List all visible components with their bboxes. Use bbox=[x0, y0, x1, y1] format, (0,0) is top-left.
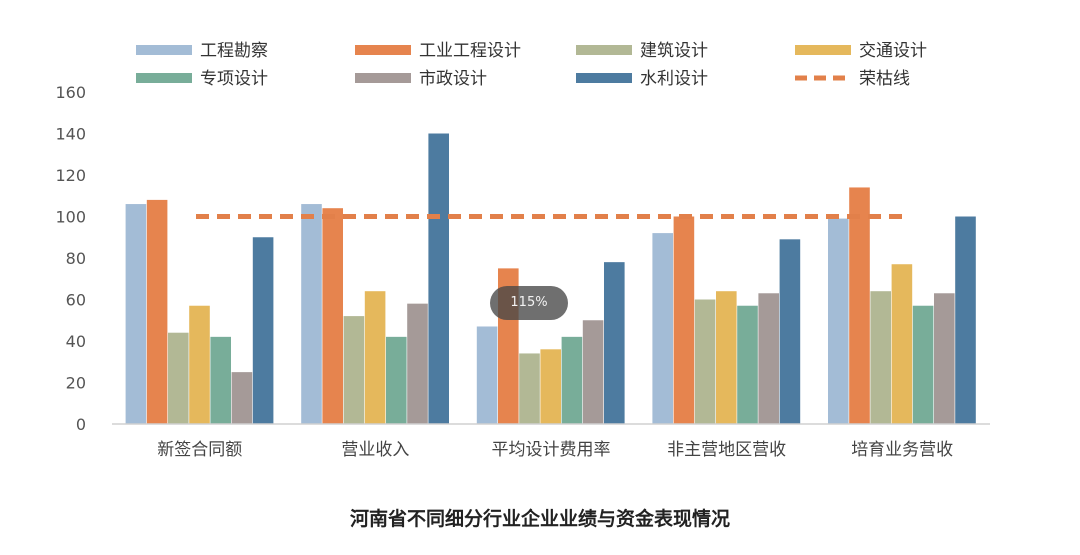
legend-label: 工程勘察 bbox=[200, 41, 268, 61]
legend-swatch bbox=[136, 45, 192, 55]
bars bbox=[125, 133, 976, 425]
legend-label: 建筑设计 bbox=[640, 41, 708, 61]
bar-5-2 bbox=[386, 336, 407, 424]
bar-4-5 bbox=[891, 264, 913, 424]
legend-swatch bbox=[355, 73, 411, 83]
bar-7-4 bbox=[779, 239, 801, 424]
y-tick-label: 120 bbox=[55, 166, 86, 185]
legend-swatch bbox=[795, 45, 851, 55]
legend-swatch bbox=[576, 73, 632, 83]
legend-label: 专项设计 bbox=[200, 69, 268, 89]
x-category-label: 非主营地区营收 bbox=[667, 440, 786, 460]
bar-1-2 bbox=[301, 204, 322, 424]
bar-1-5 bbox=[828, 218, 849, 424]
bar-4-3 bbox=[540, 349, 561, 424]
bar-5-3 bbox=[561, 336, 583, 424]
bar-4-2 bbox=[364, 291, 386, 424]
y-tick-label: 20 bbox=[66, 374, 86, 393]
bar-6-1 bbox=[231, 372, 253, 425]
y-tick-label: 60 bbox=[66, 291, 86, 310]
bar-7-1 bbox=[252, 237, 274, 424]
legend-label: 荣枯线 bbox=[859, 69, 910, 89]
legend-swatch bbox=[136, 73, 192, 83]
x-category-label: 新签合同额 bbox=[157, 440, 242, 460]
bar-4-1 bbox=[189, 305, 210, 424]
bar-1-3 bbox=[476, 326, 498, 424]
bar-2-5 bbox=[849, 187, 870, 424]
bar-1-4 bbox=[652, 233, 673, 424]
bar-6-3 bbox=[582, 320, 604, 424]
chart-caption: 河南省不同细分行业企业业绩与资金表现情况 bbox=[349, 508, 730, 530]
x-axis: 新签合同额 营业收入 平均设计费用率 非主营地区营收 培育业务营收 bbox=[157, 440, 953, 460]
bar-3-5 bbox=[870, 291, 891, 424]
legend-label: 工业工程设计 bbox=[419, 41, 521, 61]
bar-3-3 bbox=[519, 353, 540, 424]
legend-label: 市政设计 bbox=[419, 69, 487, 89]
bar-2-4 bbox=[673, 216, 695, 424]
bar-1-1 bbox=[125, 204, 147, 424]
bar-3-2 bbox=[343, 316, 365, 424]
legend-label: 水利设计 bbox=[640, 69, 708, 89]
bar-4-4 bbox=[716, 291, 737, 424]
legend-swatch bbox=[355, 45, 411, 55]
legend-swatch bbox=[576, 45, 632, 55]
zoom-level-badge[interactable]: 115% bbox=[490, 286, 568, 320]
x-category-label: 平均设计费用率 bbox=[492, 440, 611, 460]
bar-7-3 bbox=[604, 262, 625, 424]
y-tick-label: 40 bbox=[66, 332, 86, 351]
x-category-label: 营业收入 bbox=[341, 440, 409, 460]
bar-5-5 bbox=[912, 305, 934, 424]
y-tick-label: 0 bbox=[76, 415, 86, 434]
bar-2-1 bbox=[146, 199, 168, 424]
bar-3-1 bbox=[168, 332, 189, 424]
y-axis: 0 20 40 60 80 100 120 140 160 bbox=[55, 83, 86, 434]
bar-6-4 bbox=[758, 293, 779, 424]
bar-6-5 bbox=[934, 293, 955, 424]
bar-5-1 bbox=[210, 336, 231, 424]
bar-3-4 bbox=[694, 299, 716, 424]
x-category-label: 培育业务营收 bbox=[851, 440, 953, 460]
bar-6-2 bbox=[407, 303, 428, 424]
bar-2-2 bbox=[322, 208, 343, 424]
y-tick-label: 80 bbox=[66, 249, 86, 268]
y-tick-label: 140 bbox=[55, 125, 86, 144]
y-tick-label: 100 bbox=[55, 208, 86, 227]
y-tick-label: 160 bbox=[55, 83, 86, 102]
legend-label: 交通设计 bbox=[859, 41, 927, 61]
bar-7-5 bbox=[955, 216, 976, 424]
bar-5-4 bbox=[737, 305, 758, 424]
bar-7-2 bbox=[428, 133, 449, 424]
